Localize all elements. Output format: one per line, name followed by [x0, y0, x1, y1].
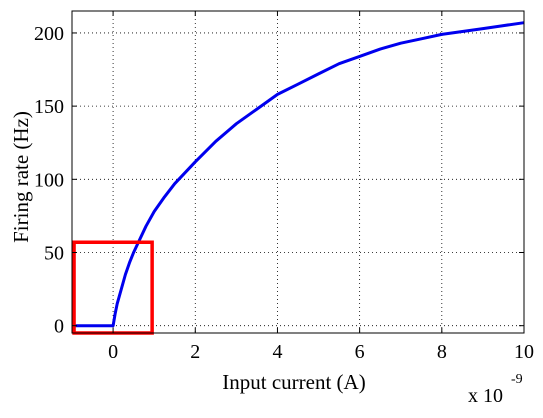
y-tick-label: 50	[44, 243, 64, 265]
axes-layer	[71, 10, 525, 334]
y-tick-label: 100	[34, 169, 64, 191]
x-tick-label: 10	[514, 341, 534, 363]
y-axis-label: Firing rate (Hz)	[9, 111, 33, 243]
firing-rate-series-line	[72, 21, 525, 328]
y-tick-label: 200	[34, 23, 64, 45]
x-axis-label: Input current (A)	[222, 370, 365, 394]
y-tick-label: 150	[34, 96, 64, 118]
plot-frame	[71, 10, 525, 334]
x-tick-label: 6	[355, 341, 365, 363]
series-layer	[72, 21, 525, 328]
x-axis-multiplier-exponent: -9	[511, 372, 523, 387]
x-axis-multiplier: x 10	[468, 385, 503, 407]
x-tick-label: 8	[437, 341, 447, 363]
grid-layer	[72, 11, 525, 333]
x-tick-label: 2	[190, 341, 200, 363]
y-tick-label: 0	[54, 316, 64, 338]
x-tick-label: 0	[108, 341, 118, 363]
x-tick-label: 4	[272, 341, 282, 363]
